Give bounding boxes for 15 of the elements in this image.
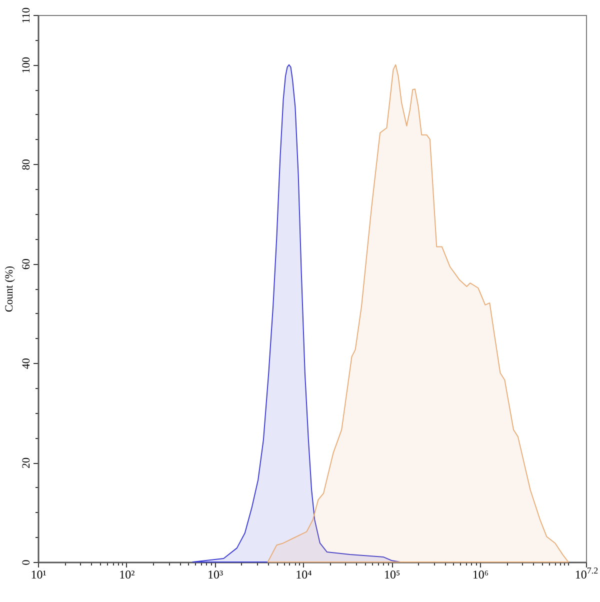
- x-tick-label: 10²: [119, 568, 136, 582]
- y-tick-label: 110: [20, 6, 32, 24]
- x-tick-label: 10⁴: [296, 568, 312, 582]
- y-tick-label: 0: [20, 559, 32, 566]
- y-axis-title: Count (%): [4, 266, 16, 312]
- y-tick-label: 80: [20, 158, 32, 170]
- x-tick-label: 10$^{7.2}$: [574, 566, 598, 582]
- y-tick-label: 100: [20, 56, 32, 74]
- x-tick-label: 10¹: [30, 568, 47, 582]
- y-tick-label: 40: [20, 358, 32, 370]
- x-tick-label: 10⁵: [384, 568, 400, 582]
- y-tick-label: 20: [20, 457, 32, 469]
- y-tick-label: 60: [20, 258, 32, 270]
- x-tick-label: 10⁶: [472, 568, 489, 582]
- x-tick-label: 10³: [207, 568, 224, 582]
